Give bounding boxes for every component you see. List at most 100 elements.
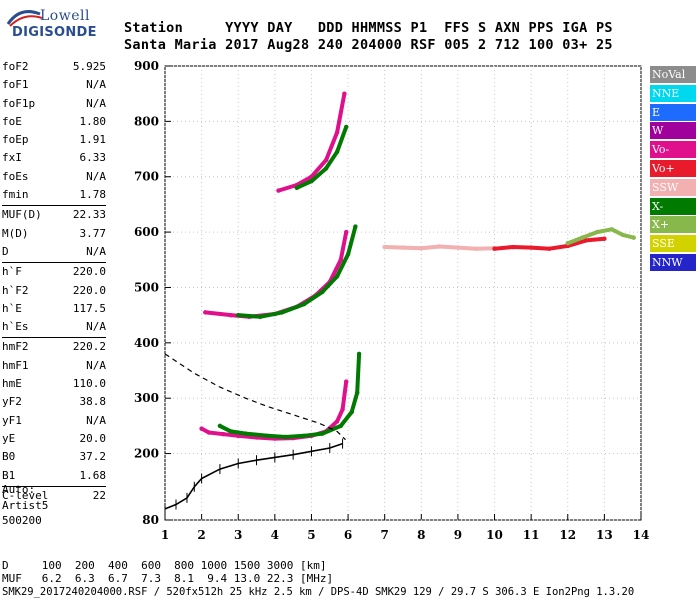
header-values: Santa Maria 2017 Aug28 240 204000 RSF 00… [124,37,613,53]
param-value: 37.2 [79,450,107,464]
echo-point [243,431,248,436]
legend-item: Vo- [650,141,696,159]
echo-point [323,166,329,171]
legend-item: NNE [650,84,696,102]
param-row: hmF1 N/A [2,357,106,375]
logo-text-lowell: Lowell [40,8,90,24]
param-name: fxI [2,151,22,165]
echo-point [565,240,570,246]
echo-point [583,238,589,243]
auto-label: Auto: [2,483,36,496]
x-tick-label: 4 [271,528,279,542]
echo-point [400,245,406,250]
param-row: D N/A [2,243,106,261]
param-name: foF1p [2,96,36,110]
echo-point [631,235,636,240]
y-tick-label: 200 [134,447,159,461]
echo-point [474,246,479,251]
echo-point [320,431,325,436]
echo-point [301,433,307,439]
param-value: N/A [86,244,106,258]
param-name: hmF2 [2,340,29,354]
param-row: foE 1.80 [2,113,106,131]
echo-point [419,245,424,251]
x-tick-label: 6 [344,528,352,542]
param-row: yF2 38.8 [2,393,106,411]
param-value: 22.33 [72,208,106,222]
param-name: B0 [2,450,16,464]
logo-swoosh-icon [6,10,43,27]
echo-point [349,409,354,415]
echo-point [334,274,340,279]
echo-point [228,429,234,434]
param-value: N/A [86,320,106,334]
echo-point [353,224,358,229]
echo-point [455,245,461,250]
echo-point [206,430,212,435]
echo-point [228,312,234,318]
file-info-footer: SMK29_2017240204000.RSF / 520fx512h 25 k… [2,586,635,598]
param-value: N/A [86,358,106,372]
param-value: 220.2 [72,340,106,354]
header-labels: Station YYYY DAY DDD HHMMSS P1 FFS S AXN… [124,20,613,36]
param-name: h`F [2,265,22,279]
echo-point [301,301,307,307]
echo-trace [203,230,349,319]
param-name: yF2 [2,395,22,409]
y-tick-label: 400 [134,336,159,350]
param-name: foEs [2,169,29,183]
param-value: 220.0 [72,283,106,297]
echo-point [236,433,241,439]
distance-muf-table: D 100 200 400 600 800 1000 1500 3000 [km… [2,559,333,585]
logo-text-digisonde: DIGISONDE [12,25,97,40]
echo-point [355,390,360,395]
echo-point [221,431,226,437]
muf-row: MUF 6.2 6.3 6.7 7.3 8.1 9.4 13.0 22.3 [M… [2,572,334,585]
param-value: 6.33 [79,151,107,165]
echo-point [344,379,349,384]
echo-point [510,244,516,250]
echo-point [276,188,281,193]
echo-point [342,91,347,96]
param-row: foF1 N/A [2,76,106,94]
echo-point [323,157,329,163]
param-value: 1.68 [79,468,107,482]
param-row: yF1 N/A [2,412,106,430]
y-tick-label: 80 [142,513,159,527]
param-row: MUF(D) 22.33 [2,206,106,224]
x-tick-label: 9 [454,528,462,542]
param-row: h`Es N/A [2,318,106,336]
echo-point [338,423,343,429]
param-row: h`E 117.5 [2,300,106,318]
param-name: B1 [2,468,16,482]
echo-point [528,245,534,250]
param-divider [2,205,106,207]
param-value: N/A [86,96,106,110]
echo-point [620,232,625,238]
param-value: 117.5 [72,301,106,315]
lowell-logo: Lowell DIGISONDE [6,4,116,48]
echo-point [580,235,585,240]
echo-point [334,149,340,155]
x-tick-label: 8 [417,528,425,542]
y-tick-label: 900 [134,59,159,73]
param-value: N/A [86,78,106,92]
legend-item: NNW [650,253,696,271]
echo-point [258,314,263,320]
param-row: h`F2 220.0 [2,282,106,300]
y-tick-label: 600 [134,225,159,239]
x-tick-label: 10 [486,528,503,542]
param-row: foF1p N/A [2,95,106,113]
legend-item: Vo+ [650,159,696,177]
y-tick-label: 700 [134,170,159,184]
echo-point [547,246,552,251]
echo-point [334,130,340,135]
param-name: foF1 [2,78,29,92]
x-tick-label: 3 [234,528,242,542]
echo-point [492,246,497,251]
param-name: MUF(D) [2,208,42,222]
param-value: N/A [86,169,106,183]
param-name: hmE [2,377,22,391]
param-row: yE 20.0 [2,430,106,448]
echo-point [309,178,314,184]
